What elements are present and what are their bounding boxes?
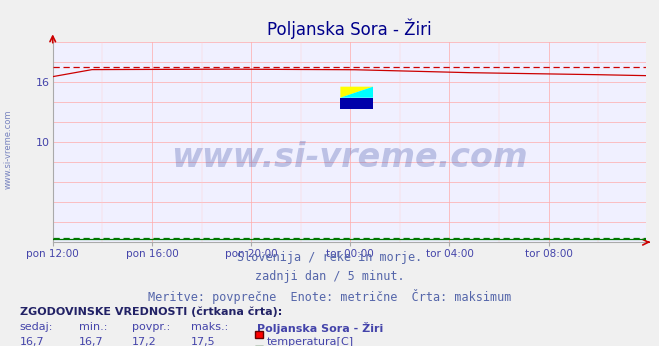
Polygon shape: [340, 87, 373, 98]
Text: www.si-vreme.com: www.si-vreme.com: [3, 109, 13, 189]
Title: Poljanska Sora - Žiri: Poljanska Sora - Žiri: [267, 18, 432, 38]
Text: Poljanska Sora - Žiri: Poljanska Sora - Žiri: [257, 322, 384, 334]
Polygon shape: [340, 87, 373, 98]
Text: 16,7: 16,7: [79, 337, 103, 346]
Text: zadnji dan / 5 minut.: zadnji dan / 5 minut.: [254, 270, 405, 283]
Text: www.si-vreme.com: www.si-vreme.com: [171, 142, 528, 174]
Text: temperatura[C]: temperatura[C]: [267, 337, 354, 346]
Text: Slovenija / reke in morje.: Slovenija / reke in morje.: [237, 251, 422, 264]
Text: povpr.:: povpr.:: [132, 322, 170, 332]
Bar: [340, 98, 373, 109]
Text: 16,7: 16,7: [20, 337, 44, 346]
Text: min.:: min.:: [79, 322, 107, 332]
Text: sedaj:: sedaj:: [20, 322, 53, 332]
Text: 17,2: 17,2: [132, 337, 157, 346]
Text: ZGODOVINSKE VREDNOSTI (črtkana črta):: ZGODOVINSKE VREDNOSTI (črtkana črta):: [20, 306, 282, 317]
Text: Meritve: povprečne  Enote: metrične  Črta: maksimum: Meritve: povprečne Enote: metrične Črta:…: [148, 289, 511, 304]
Text: maks.:: maks.:: [191, 322, 229, 332]
Text: 17,5: 17,5: [191, 337, 215, 346]
